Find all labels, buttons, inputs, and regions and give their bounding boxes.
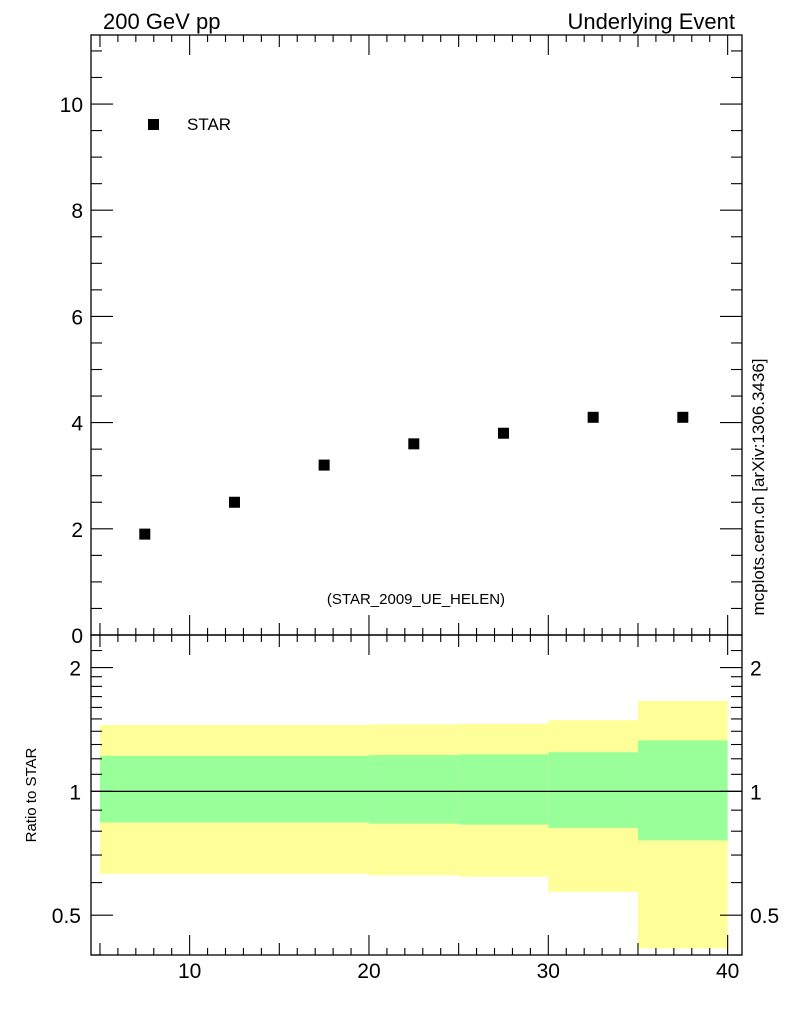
ratio-ytick-labels: 0.5 0.5 1 1 2 2 bbox=[52, 658, 779, 929]
data-point bbox=[408, 438, 420, 450]
x-tick-label: 30 bbox=[537, 960, 560, 983]
star-data-points bbox=[139, 411, 689, 540]
ratio-y-tick-label-left: 0.5 bbox=[52, 905, 81, 928]
ratio-band-inner bbox=[368, 755, 459, 824]
y-tick-label: 0 bbox=[71, 625, 83, 648]
ratio-band-inner bbox=[548, 752, 638, 828]
ratio-y-tick-label-right: 0.5 bbox=[750, 905, 779, 928]
data-point bbox=[318, 459, 330, 471]
ratio-band-inner bbox=[99, 755, 369, 823]
main-minor-ticks bbox=[91, 50, 742, 610]
ratio-plot-frame bbox=[90, 634, 743, 956]
y-tick-label: 4 bbox=[71, 413, 83, 436]
data-point bbox=[228, 496, 240, 508]
x-tick-label: 10 bbox=[178, 960, 201, 983]
analysis-watermark: (STAR_2009_UE_HELEN) bbox=[327, 591, 505, 608]
side-label: mcplots.cern.ch [arXiv:1306.3436] bbox=[749, 358, 768, 615]
ratio-band-inner bbox=[458, 754, 549, 825]
header-right: Underlying Event bbox=[567, 9, 735, 34]
main-ytick-labels: 0 2 4 6 8 10 bbox=[60, 94, 84, 648]
legend: STAR bbox=[148, 115, 231, 134]
main-plot-panel: 0 2 4 6 8 10 STAR (STAR_2009_UE_HELEN) bbox=[60, 34, 743, 648]
y-tick-label: 2 bbox=[71, 519, 83, 542]
main-major-ticks bbox=[91, 103, 742, 636]
data-point bbox=[139, 528, 151, 540]
x-tick-labels: 10 20 30 40 bbox=[178, 960, 739, 983]
ratio-bands bbox=[99, 700, 728, 949]
y-tick-label: 6 bbox=[71, 306, 83, 329]
ratio-y-tick-label-right: 2 bbox=[750, 658, 762, 681]
ratio-plot-panel: 0.5 0.5 1 1 2 2 10 20 30 40 Ratio to STAR bbox=[23, 634, 779, 983]
y-tick-label: 10 bbox=[60, 94, 83, 117]
header-left: 200 GeV pp bbox=[103, 9, 220, 34]
legend-label-star: STAR bbox=[187, 115, 231, 134]
ratio-ticks bbox=[91, 634, 742, 956]
y-tick-label: 8 bbox=[71, 200, 83, 223]
ratio-y-tick-label-left: 1 bbox=[69, 781, 81, 804]
main-x-ticks bbox=[99, 35, 729, 635]
x-tick-label: 20 bbox=[357, 960, 380, 983]
ratio-y-tick-label-right: 1 bbox=[750, 781, 762, 804]
data-point bbox=[677, 411, 689, 423]
data-point bbox=[587, 411, 599, 423]
ratio-y-axis-label: Ratio to STAR bbox=[23, 747, 40, 842]
legend-marker-star bbox=[148, 119, 159, 130]
x-tick-label: 40 bbox=[716, 960, 739, 983]
data-point bbox=[497, 427, 509, 439]
ratio-y-tick-label-left: 2 bbox=[69, 658, 81, 681]
ratio-band-inner bbox=[637, 740, 728, 841]
